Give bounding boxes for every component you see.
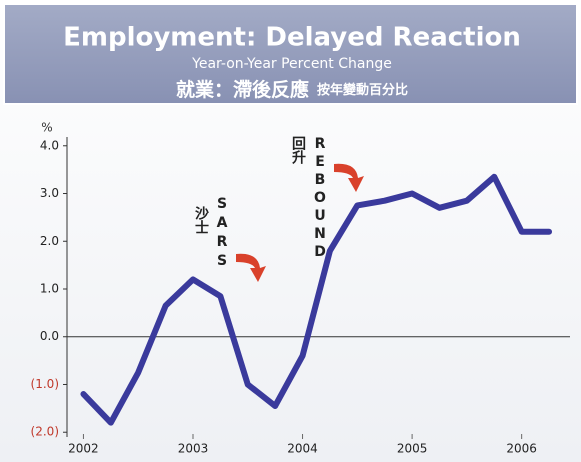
x-tick-label: 2006	[506, 442, 537, 456]
chart-subtitle: Year-on-Year Percent Change	[191, 56, 392, 72]
x-tick-label: 2004	[287, 442, 318, 456]
header-band	[3, 3, 578, 105]
annotation-rebound-zh: 回升	[290, 136, 306, 165]
y-tick-label: 3.0	[40, 186, 59, 200]
x-tick-label: 2005	[397, 442, 428, 456]
y-tick-label: 1.0	[40, 282, 59, 296]
y-tick-label: 0.0	[40, 329, 59, 343]
arrow-rebound	[334, 163, 364, 192]
y-axis-label: %	[41, 121, 52, 135]
chinese-subtitle: 按年變動百分比	[317, 82, 408, 98]
chinese-title: 就業：滯後反應 按年變動百分比	[176, 78, 408, 101]
chinese-title-main: 就業：滯後反應	[176, 78, 309, 101]
annotation-rebound: REBOUND	[312, 136, 328, 262]
y-tick-label: 2.0	[40, 234, 59, 248]
annotation-sars-zh: 沙士	[193, 206, 209, 234]
x-tick-label: 2002	[68, 442, 99, 456]
y-tick-label: (2.0)	[31, 425, 59, 439]
x-tick-label: 2003	[178, 442, 209, 456]
chart-title: Employment: Delayed Reaction	[63, 23, 521, 53]
annotation-sars: SARS	[214, 196, 230, 272]
arrow-sars	[236, 253, 266, 282]
y-tick-label: 4.0	[40, 138, 59, 152]
series-line	[80, 173, 553, 426]
y-tick-label: (1.0)	[31, 377, 59, 391]
